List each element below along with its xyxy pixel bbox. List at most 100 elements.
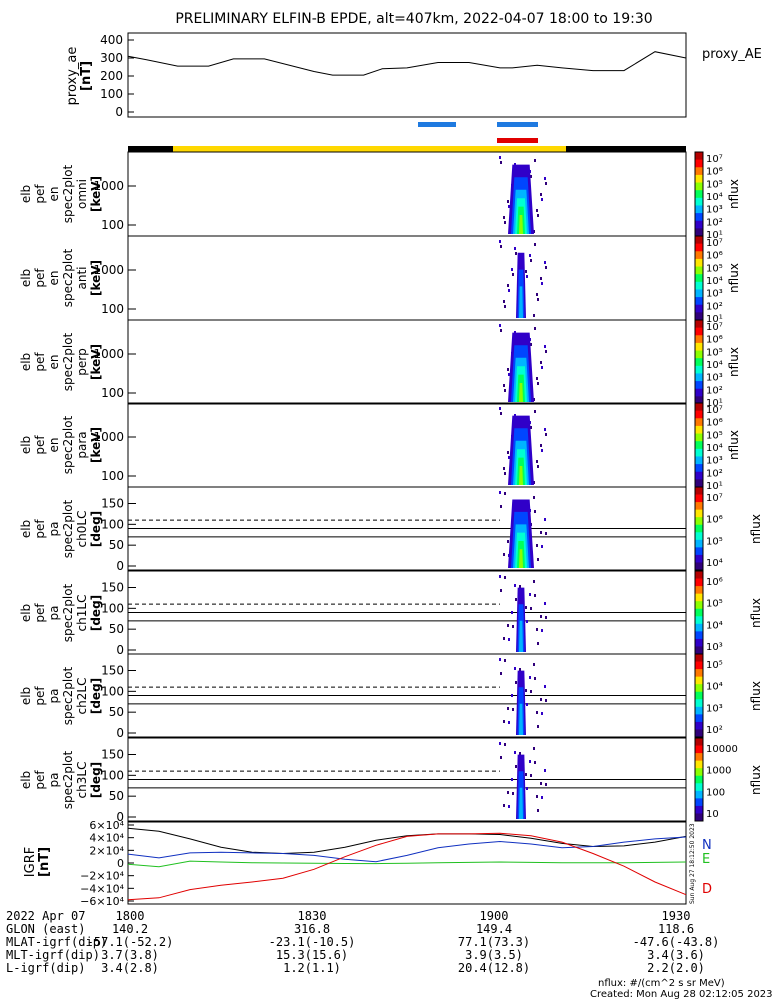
pa-colorbar-cell xyxy=(695,612,703,617)
ae-tick-label: 400 xyxy=(100,33,123,47)
pa-noise-pixel xyxy=(533,580,535,583)
energy-colorbar-cell xyxy=(695,289,703,294)
energy-flux-layer xyxy=(519,383,523,402)
pa-ylabel-line: [deg] xyxy=(89,762,103,798)
pa-colorbar-cell xyxy=(695,817,703,822)
energy-panel-frame xyxy=(127,151,687,237)
pa-noise-pixel xyxy=(508,721,510,724)
pa-ylabel-line: pa xyxy=(47,522,61,537)
energy-colorbar-tick: 10⁴ xyxy=(706,443,723,454)
energy-colorbar-tick: 10³ xyxy=(706,205,723,216)
energy-ylabel-line: pef xyxy=(33,268,47,288)
pa-tick-label: 50 xyxy=(109,789,124,803)
pa-noise-pixel xyxy=(500,672,502,675)
energy-noise-pixel xyxy=(537,465,539,468)
pa-colorbar-tick: 10² xyxy=(706,725,723,736)
pa-noise-pixel xyxy=(499,575,501,578)
pa-colorbar-cell xyxy=(695,741,703,746)
energy-noise-pixel xyxy=(514,247,516,250)
pa-noise-pixel xyxy=(536,628,538,631)
pa-noise-pixel xyxy=(511,611,513,614)
energy-colorbar-cell xyxy=(695,335,703,340)
energy-noise-pixel xyxy=(536,460,538,463)
energy-noise-pixel xyxy=(525,270,527,273)
pa-ylabel-line: ch0LC xyxy=(75,511,89,548)
footer-row-value: 15.3(15.6) xyxy=(276,948,348,962)
pa-noise-pixel xyxy=(499,658,501,661)
pa-colorbar-cell xyxy=(695,721,703,727)
pa-noise-pixel xyxy=(515,765,517,768)
pa-noise-pixel xyxy=(503,720,505,723)
energy-noise-pixel xyxy=(530,259,532,262)
pa-colorbar-cell xyxy=(695,597,703,602)
pa-ylabel-line: ch1LC xyxy=(75,595,89,632)
pa-noise-pixel xyxy=(525,606,527,609)
pa-colorbar-cell xyxy=(695,706,703,711)
pa-colorbar-frame xyxy=(694,486,704,571)
pa-noise-pixel xyxy=(544,602,546,605)
pa-noise-pixel xyxy=(540,698,542,701)
energy-colorbar-tick: 10⁷ xyxy=(706,322,723,333)
energy-colorbar-cell xyxy=(695,388,703,393)
pa-noise-pixel xyxy=(503,553,505,556)
energy-ylabel-line: spec2plot xyxy=(61,415,75,474)
energy-colorbar-tick: 10⁶ xyxy=(706,251,723,262)
pa-colorbar-cell xyxy=(695,669,703,674)
energy-noise-pixel xyxy=(534,410,536,413)
pa-ylabel-line: spec2plot xyxy=(61,750,75,809)
energy-colorbar-cell xyxy=(695,186,703,191)
energy-colorbar-cell xyxy=(695,278,703,283)
energy-colorbar-cell xyxy=(695,342,703,348)
pa-colorbar-tick: 10 xyxy=(706,809,719,820)
energy-colorbar-cell xyxy=(695,163,703,168)
pa-colorbar-cell xyxy=(695,809,703,814)
pa-colorbar-label: nflux xyxy=(749,765,763,795)
energy-flux-layer xyxy=(519,286,523,318)
energy-noise-pixel xyxy=(545,266,547,269)
energy-colorbar-cell xyxy=(695,396,703,401)
energy-colorbar-cell xyxy=(695,270,703,275)
energy-colorbar-cell xyxy=(695,414,703,419)
energy-colorbar-cell xyxy=(695,182,703,187)
footer-row-value: 2.2(2.0) xyxy=(647,961,705,975)
pa-colorbar-cell xyxy=(695,487,703,492)
energy-noise-pixel xyxy=(500,161,502,164)
energy-ylabel-line: spec2plot xyxy=(61,164,75,223)
igrf-tick-label: 4×10⁴ xyxy=(89,832,124,845)
pa-noise-pixel xyxy=(530,774,532,777)
energy-colorbar-cell xyxy=(695,437,703,442)
pa-ylabel-line: pef xyxy=(33,770,47,790)
ae-legend: proxy_AE xyxy=(702,47,762,62)
pa-tick-label: 150 xyxy=(101,497,124,511)
energy-noise-pixel xyxy=(503,216,505,219)
energy-noise-pixel xyxy=(544,345,546,348)
energy-colorbar-cell xyxy=(695,209,703,214)
pa-colorbar-cell xyxy=(695,714,703,719)
energy-colorbar-cell xyxy=(695,350,703,355)
energy-noise-pixel xyxy=(544,261,546,264)
pa-noise-pixel xyxy=(541,629,543,632)
energy-colorbar-cell xyxy=(695,362,703,367)
energy-colorbar-tick: 10⁵ xyxy=(706,347,723,358)
footer-row-value: -47.6(-43.8) xyxy=(633,935,720,949)
pa-noise-pixel xyxy=(519,668,521,671)
pa-colorbar-frame xyxy=(694,653,704,738)
energy-colorbar-cell xyxy=(695,464,703,469)
pa-tick-label: 0 xyxy=(116,726,124,740)
pa-colorbar-cell xyxy=(695,805,703,811)
science-zone-red-bar xyxy=(497,138,538,143)
pa-noise-pixel xyxy=(537,725,539,728)
footer-row-label: 2022 Apr 07 xyxy=(6,909,85,923)
pa-tick-label: 50 xyxy=(109,622,124,636)
energy-panel-frame xyxy=(127,235,687,321)
pa-colorbar-cell xyxy=(695,635,703,640)
pa-noise-pixel xyxy=(500,589,502,592)
energy-colorbar-cell xyxy=(695,339,703,344)
energy-noise-pixel xyxy=(536,293,538,296)
ae-ylabel-unit: [nT] xyxy=(79,61,94,91)
footer-row-value: 3.4(3.6) xyxy=(647,948,705,962)
pa-colorbar-cell xyxy=(695,657,703,662)
energy-colorbar-cell xyxy=(695,392,703,397)
energy-colorbar-cell xyxy=(695,410,703,415)
